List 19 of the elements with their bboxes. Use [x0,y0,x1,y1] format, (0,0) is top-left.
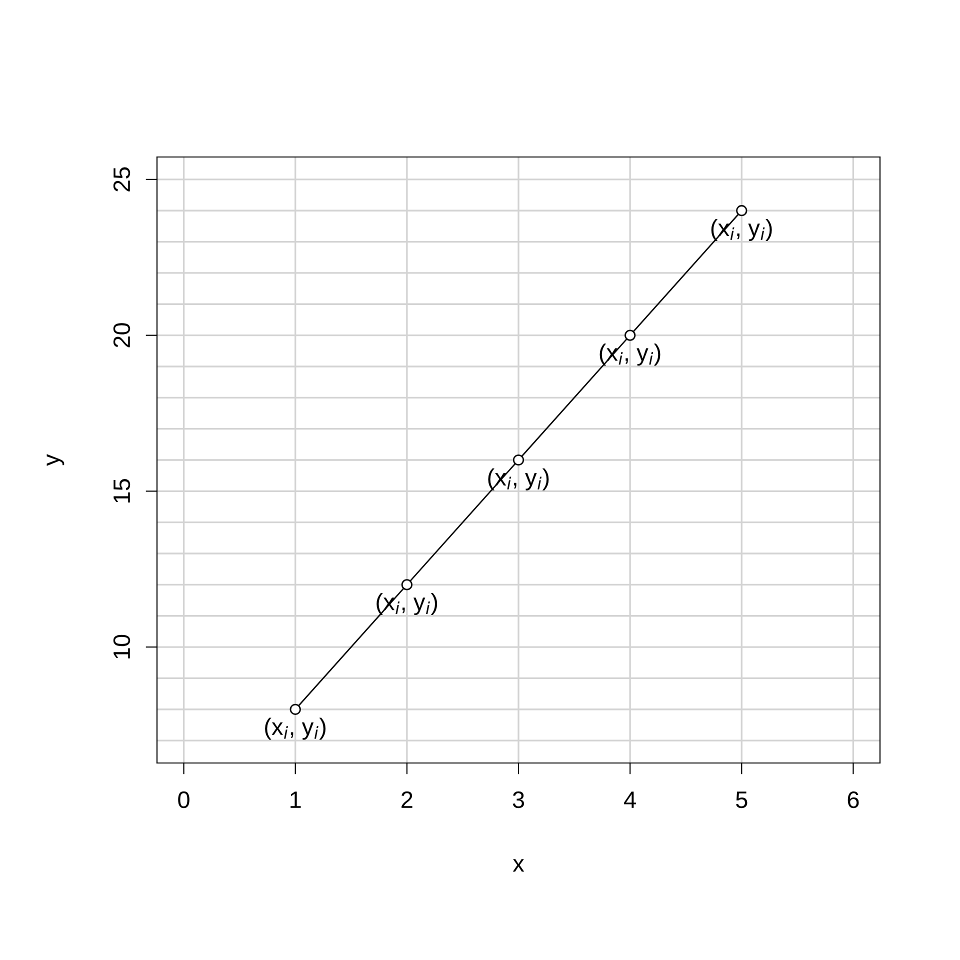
x-tick-label: 5 [736,792,748,808]
x-axis-title: x [512,859,524,872]
point [512,454,524,466]
point [401,579,412,590]
point [290,704,301,715]
x-tick-label: 4 [624,792,636,808]
y-axis-title: y [46,454,64,466]
y-tick-label: 25 [113,167,130,192]
y-tick-label: 10 [113,634,130,658]
x-tick-label: 6 [848,791,859,808]
x-tick-label: 3 [512,791,524,808]
x-tick-label: 1 [290,792,301,808]
x-tick-label: 2 [402,791,412,808]
x-tick-label: 0 [178,791,190,808]
point [624,330,636,341]
y-tick-label: 15 [114,479,130,502]
y-tick-label: 20 [113,323,130,348]
point [736,205,748,216]
annotation: (x$_{i}$, y$_{i}$) [265,718,326,740]
